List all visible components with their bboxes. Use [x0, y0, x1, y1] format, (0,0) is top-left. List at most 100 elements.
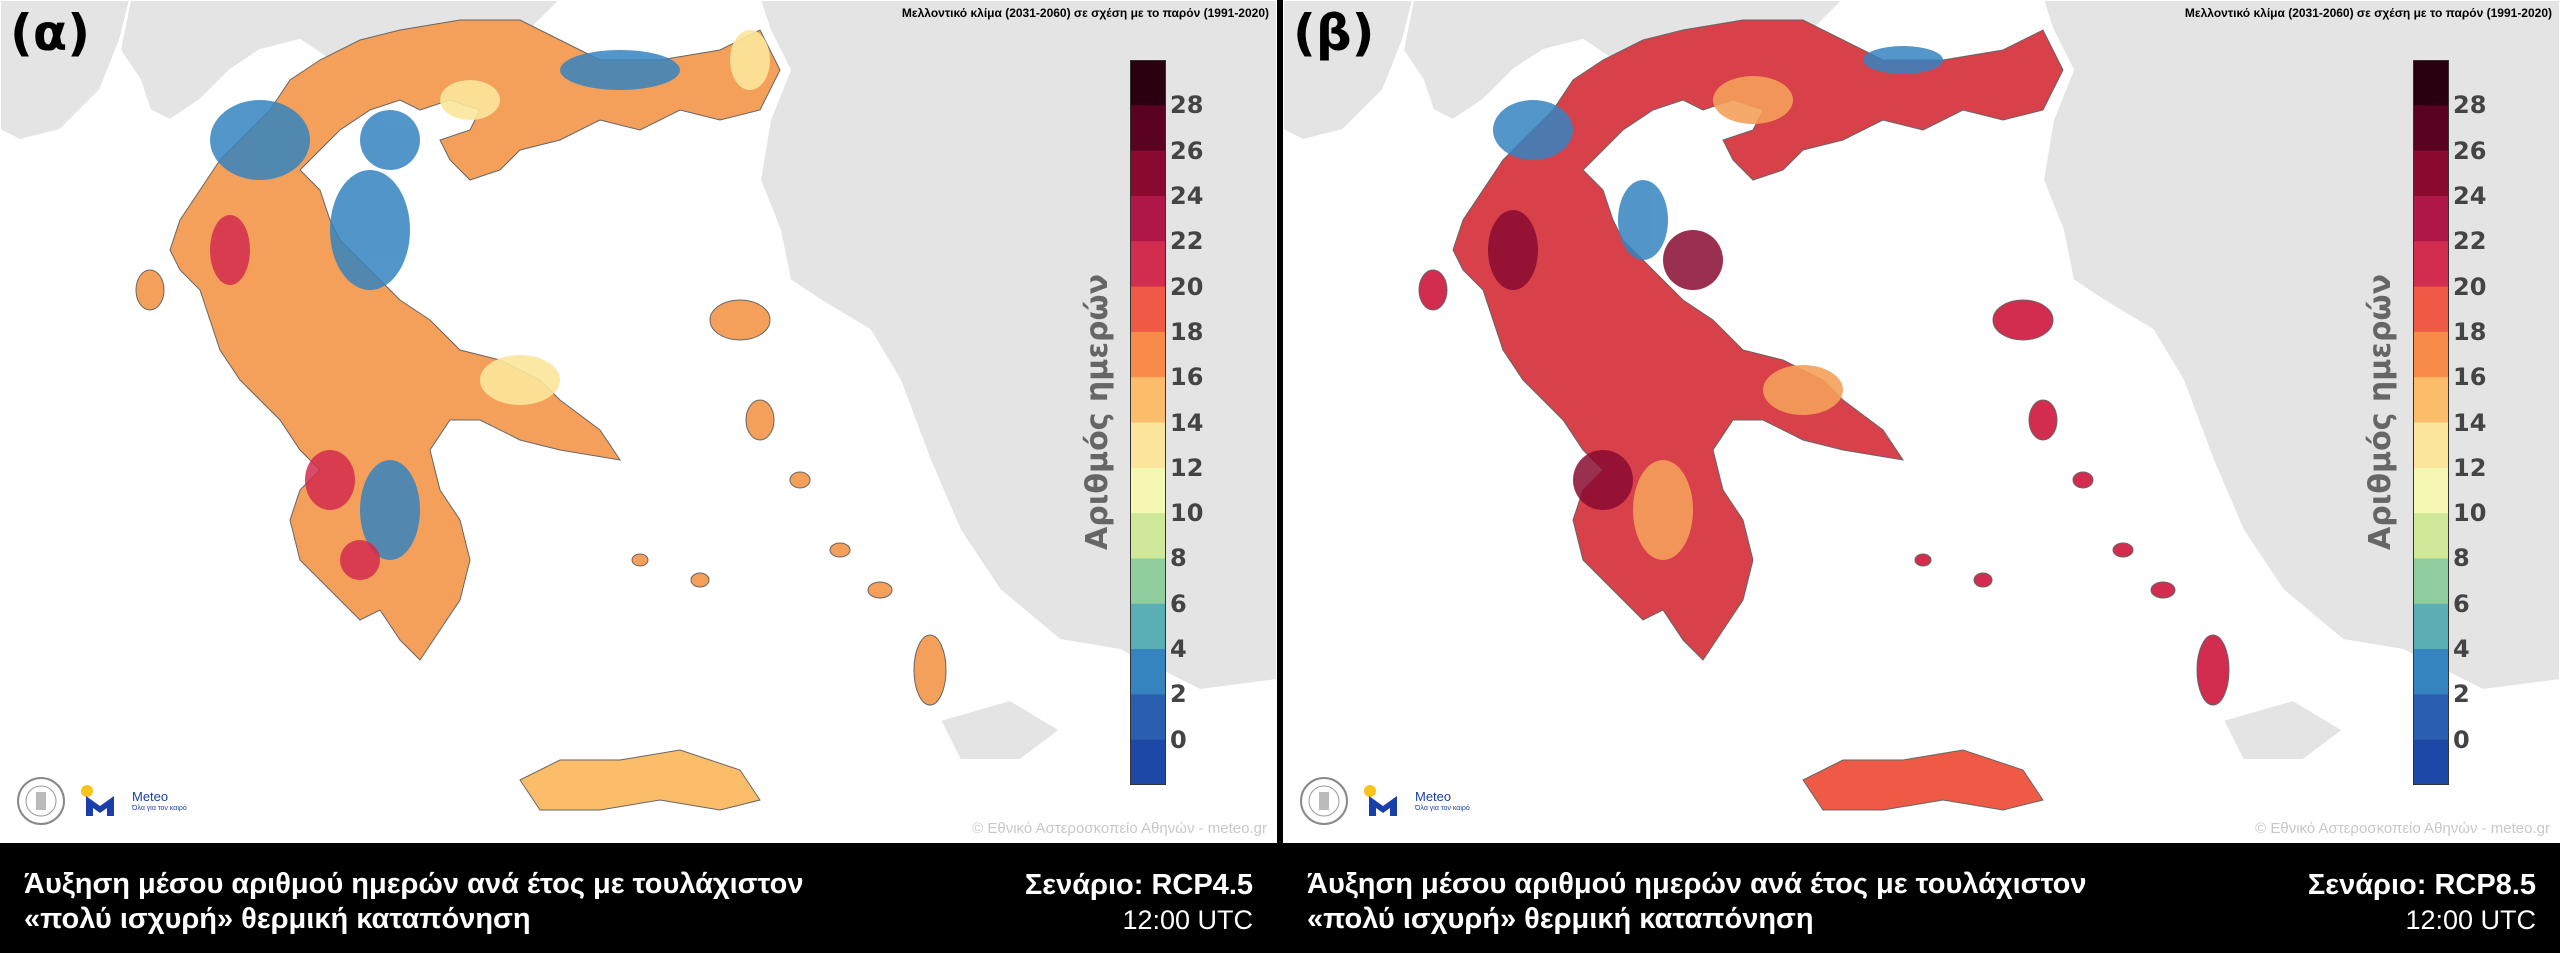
colorbar-border — [2413, 60, 2449, 785]
colorbar-segment — [1130, 60, 1166, 106]
colorbar-segment — [1130, 513, 1166, 559]
legend-tick-label: 0 — [1170, 725, 1187, 754]
meteo-logo: Meteo Όλα για τον καιρό — [80, 784, 187, 818]
colorbar-segment — [1130, 331, 1166, 378]
legend-title: Αριθμός ημερών — [2363, 273, 2398, 550]
map-subtitle: Μελλοντικό κλίμα (2031-2060) σε σχέση με… — [2184, 6, 2552, 20]
panel-label: (α) — [10, 4, 91, 62]
panel-divider — [1277, 0, 1283, 953]
meteo-tagline: Όλα για τον καιρό — [1415, 805, 1470, 812]
colorbar-segment — [1130, 603, 1166, 650]
caption-title: Άυξηση μέσου αριθμού ημερών ανά έτος με … — [1307, 868, 2087, 935]
legend-tick-label: 10 — [1170, 499, 1204, 528]
legend-tick-label: 20 — [2453, 272, 2487, 301]
legend-tick-label: 12 — [1170, 453, 1204, 482]
panel-b: (β) Μελλοντικό κλίμα (2031-2060) σε σχέσ… — [1283, 0, 2560, 953]
colorbar-segment — [2413, 649, 2449, 695]
legend-tick-label: 8 — [2453, 544, 2470, 573]
caption-bar: Άυξηση μέσου αριθμού ημερών ανά έτος με … — [1283, 843, 2560, 953]
meteo-logo: Meteo Όλα για τον καιρό — [1363, 784, 1470, 818]
colorbar-segment — [2413, 286, 2449, 333]
map-area: (α) Μελλοντικό κλίμα (2031-2060) σε σχέσ… — [0, 0, 1277, 843]
legend-tick-label: 18 — [2453, 317, 2487, 346]
colorbar-segment — [2413, 195, 2449, 242]
legend-tick-label: 14 — [2453, 408, 2487, 437]
time-label: 12:00 UTC — [1122, 905, 1253, 935]
legend-tick-label: 4 — [2453, 635, 2470, 664]
legend-tick-label: 24 — [2453, 181, 2487, 210]
legend-tick-label: 20 — [1170, 272, 1204, 301]
meteo-tagline: Όλα για τον καιρό — [132, 805, 187, 812]
legend-tick-label: 22 — [2453, 227, 2487, 256]
legend-ticks: 28 26 24 22 20 18 16 14 12 10 8 6 4 2 0 — [1170, 60, 1230, 785]
noa-seal-icon — [17, 777, 65, 825]
caption-title: Άυξηση μέσου αριθμού ημερών ανά έτος με … — [24, 868, 804, 935]
colorbar-segment — [2413, 377, 2449, 423]
scenario-label: Σενάριο: RCP4.5 — [1024, 869, 1253, 901]
colorbar-segment — [2413, 150, 2449, 197]
map-subtitle: Μελλοντικό κλίμα (2031-2060) σε σχέση με… — [901, 6, 1269, 20]
caption-bar: Άυξηση μέσου αριθμού ημερών ανά έτος με … — [0, 843, 1277, 953]
legend-tick-label: 26 — [1170, 136, 1204, 165]
colorbar-segment — [2413, 241, 2449, 288]
colorbar-segment — [1130, 649, 1166, 695]
logos: Meteo Όλα για τον καιρό — [16, 773, 187, 829]
legend-tick-label: 26 — [2453, 136, 2487, 165]
legend-tick-label: 0 — [2453, 725, 2470, 754]
legend-tick-label: 12 — [2453, 453, 2487, 482]
map-area: (β) Μελλοντικό κλίμα (2031-2060) σε σχέσ… — [1283, 0, 2560, 843]
panel-a: (α) Μελλοντικό κλίμα (2031-2060) σε σχέσ… — [0, 0, 1277, 953]
colorbar-segment — [2413, 105, 2449, 152]
legend-tick-label: 8 — [1170, 544, 1187, 573]
legend-tick-label: 28 — [2453, 91, 2487, 120]
colorbar-segment — [2413, 467, 2449, 514]
colorbar — [2413, 60, 2449, 785]
colorbar-segment — [1130, 467, 1166, 514]
colorbar-segment — [1130, 195, 1166, 242]
copyright: © Εθνικό Αστεροσκοπείο Αθηνών - meteo.gr — [2255, 820, 2550, 837]
colorbar-segment — [1130, 558, 1166, 605]
legend-tick-label: 24 — [1170, 181, 1204, 210]
noa-seal-icon — [1300, 777, 1348, 825]
panel-label: (β) — [1293, 4, 1375, 62]
colorbar-segment — [2413, 513, 2449, 559]
colorbar-segment — [2413, 422, 2449, 469]
colorbar-segment — [2413, 739, 2449, 785]
logos: Meteo Όλα για τον καιρό — [1299, 773, 1470, 829]
legend-tick-label: 28 — [1170, 91, 1204, 120]
copyright: © Εθνικό Αστεροσκοπείο Αθηνών - meteo.gr — [972, 820, 1267, 837]
legend-tick-label: 16 — [1170, 363, 1204, 392]
legend-tick-label: 18 — [1170, 317, 1204, 346]
legend-tick-label: 2 — [1170, 680, 1187, 709]
legend-tick-label: 22 — [1170, 227, 1204, 256]
meteo-logo-icon — [81, 785, 114, 816]
legend-tick-label: 10 — [2453, 499, 2487, 528]
time-label: 12:00 UTC — [2405, 905, 2536, 935]
colorbar-segment — [2413, 60, 2449, 106]
meteo-name: Meteo — [1415, 789, 1452, 804]
colorbar-segment — [1130, 377, 1166, 423]
legend-tick-label: 4 — [1170, 635, 1187, 664]
legend-tick-label: 14 — [1170, 408, 1204, 437]
colorbar-segment — [1130, 694, 1166, 741]
legend-tick-label: 2 — [2453, 680, 2470, 709]
colorbar-segment — [1130, 105, 1166, 152]
colorbar-border — [1130, 60, 1166, 785]
colorbar-segment — [1130, 739, 1166, 785]
scenario-label: Σενάριο: RCP8.5 — [2307, 869, 2536, 901]
legend-ticks: 28 26 24 22 20 18 16 14 12 10 8 6 4 2 0 — [2453, 60, 2513, 785]
colorbar-segment — [2413, 694, 2449, 741]
legend-tick-label: 16 — [2453, 363, 2487, 392]
legend-title: Αριθμός ημερών — [1080, 273, 1115, 550]
colorbar-segment — [2413, 558, 2449, 605]
meteo-logo-icon — [1364, 785, 1397, 816]
colorbar-segment — [2413, 603, 2449, 650]
legend-tick-label: 6 — [2453, 589, 2470, 618]
colorbar-segment — [1130, 150, 1166, 197]
meteo-name: Meteo — [132, 789, 169, 804]
colorbar-segment — [1130, 422, 1166, 469]
colorbar-segment — [2413, 331, 2449, 378]
colorbar-segment — [1130, 241, 1166, 288]
legend-tick-label: 6 — [1170, 589, 1187, 618]
colorbar — [1130, 60, 1166, 785]
